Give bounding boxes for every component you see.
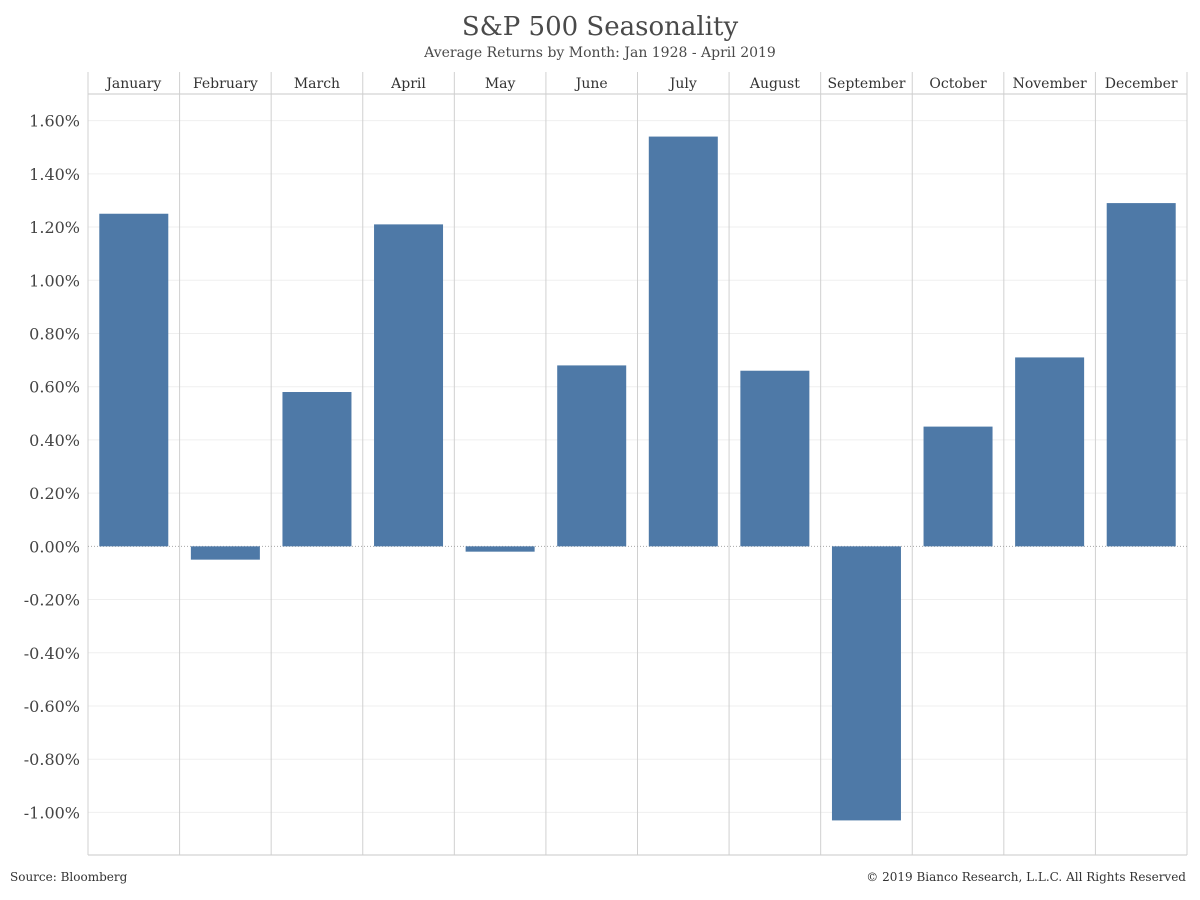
bar-march <box>282 392 352 547</box>
y-tick-label: 1.20% <box>29 218 80 237</box>
category-label-february: February <box>193 76 258 92</box>
bar-april <box>374 224 444 547</box>
y-tick-label: -0.80% <box>24 750 80 769</box>
category-label-october: October <box>929 76 987 92</box>
category-label-september: September <box>827 76 905 92</box>
chart-title: S&P 500 Seasonality <box>461 12 739 42</box>
copyright-note: © 2019 Bianco Research, L.L.C. All Right… <box>866 870 1186 884</box>
category-label-january: January <box>104 76 161 92</box>
bar-january <box>99 213 169 547</box>
y-tick-label: 1.40% <box>29 165 80 184</box>
bar-september <box>831 546 901 821</box>
bar-february <box>190 546 260 560</box>
category-label-march: March <box>294 76 340 92</box>
category-label-december: December <box>1105 76 1178 92</box>
category-label-june: June <box>574 76 608 92</box>
bar-august <box>740 370 810 547</box>
category-label-november: November <box>1013 76 1087 92</box>
chart-subtitle: Average Returns by Month: Jan 1928 - Apr… <box>424 45 776 61</box>
category-label-august: August <box>749 76 800 92</box>
y-tick-label: 1.60% <box>29 112 80 131</box>
y-tick-label: 0.40% <box>29 431 80 450</box>
y-tick-label: 0.20% <box>29 484 80 503</box>
y-tick-label: -0.60% <box>24 697 80 716</box>
bar-november <box>1015 357 1085 547</box>
bar-july <box>648 136 718 547</box>
y-tick-label: 1.00% <box>29 271 80 290</box>
source-note: Source: Bloomberg <box>10 870 128 884</box>
bar-june <box>557 365 627 547</box>
category-label-april: April <box>390 76 426 92</box>
category-label-may: May <box>485 76 516 92</box>
y-tick-label: 0.80% <box>29 324 80 343</box>
category-label-july: July <box>668 76 697 92</box>
y-tick-label: -1.00% <box>24 803 80 822</box>
bar-may <box>465 546 535 552</box>
y-tick-label: 0.00% <box>29 537 80 556</box>
y-tick-label: -0.40% <box>24 644 80 663</box>
y-tick-label: 0.60% <box>29 378 80 397</box>
bar-december <box>1106 203 1176 547</box>
bar-october <box>923 426 993 547</box>
y-tick-label: -0.20% <box>24 591 80 610</box>
